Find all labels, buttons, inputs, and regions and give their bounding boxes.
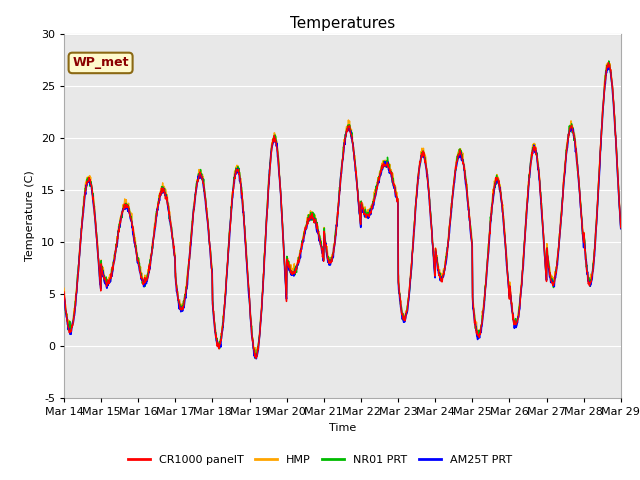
Text: WP_met: WP_met: [72, 57, 129, 70]
X-axis label: Time: Time: [329, 423, 356, 433]
Legend: CR1000 panelT, HMP, NR01 PRT, AM25T PRT: CR1000 panelT, HMP, NR01 PRT, AM25T PRT: [124, 451, 516, 469]
Title: Temperatures: Temperatures: [290, 16, 395, 31]
Y-axis label: Temperature (C): Temperature (C): [26, 170, 35, 262]
